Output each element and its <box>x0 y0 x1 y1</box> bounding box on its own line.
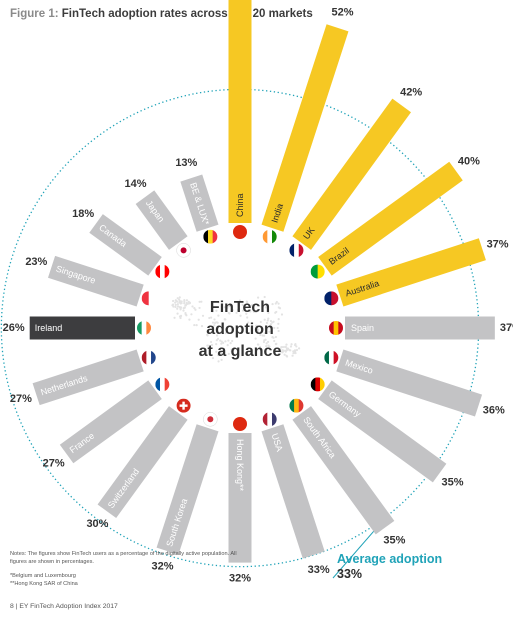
flag-icon-netherlands <box>141 350 156 365</box>
flag-icon-south-korea <box>203 412 218 427</box>
flag-icon-china <box>233 225 247 239</box>
bar-spain <box>345 316 495 340</box>
bar-south-korea <box>156 424 219 555</box>
bar-australia <box>336 238 486 307</box>
bar-ireland <box>29 316 135 340</box>
footnote-belgium: *Belgium and Luxembourg <box>10 573 76 579</box>
bar-netherlands <box>32 349 144 406</box>
flag-icon-south-africa <box>289 398 304 413</box>
value-label-spain: 37% <box>500 322 513 334</box>
value-label-switzerland: 30% <box>86 518 108 530</box>
figure-label: Figure 1: <box>10 8 59 20</box>
average-adoption-label: Average adoption <box>337 552 443 566</box>
bar-japan <box>135 190 188 250</box>
bar-brazil <box>318 161 463 276</box>
bar-india <box>261 24 349 232</box>
flag-icon-uk <box>289 243 304 258</box>
value-label-brazil: 40% <box>458 156 480 168</box>
flag-icon-hong-kong <box>233 417 247 431</box>
bar-mexico <box>336 349 483 417</box>
flag-icon-singapore <box>141 291 156 306</box>
bar-switzerland <box>97 406 188 519</box>
category-label-hong-kong: Hong Kong** <box>235 439 245 492</box>
flag-icon-australia <box>324 291 339 306</box>
center-title: FinTech adoption at a glance <box>199 299 282 360</box>
value-label-mexico: 36% <box>483 404 505 416</box>
value-label-france: 27% <box>43 457 65 469</box>
average-adoption-value: 33% <box>337 567 363 581</box>
value-label-be-lux: 13% <box>175 157 197 169</box>
value-label-japan: 14% <box>125 178 147 190</box>
value-label-hong-kong: 32% <box>229 573 251 585</box>
page-footer: 8 | EY FinTech Adoption Index 2017 <box>10 603 118 610</box>
bar-germany <box>318 380 447 483</box>
flag-icon-spain <box>329 321 343 335</box>
bar-usa <box>261 424 325 559</box>
bar-uk <box>292 98 412 250</box>
bar-china <box>228 0 252 223</box>
center-line-1: FinTech <box>210 299 270 316</box>
value-label-germany: 35% <box>442 476 464 488</box>
world-map-background <box>171 295 301 363</box>
bar-be-lux <box>180 174 219 232</box>
footnote-hong-kong: **Hong Kong SAR of China <box>10 581 78 587</box>
bar-hong-kong <box>228 433 252 563</box>
bar-south-africa <box>292 406 395 535</box>
value-label-ireland: 26% <box>3 322 25 334</box>
category-label-spain: Spain <box>351 323 374 333</box>
flag-icon-brazil <box>310 264 325 279</box>
flag-icon-be-lux <box>203 229 218 244</box>
flag-icon-mexico <box>324 350 339 365</box>
flag-icon-canada <box>155 264 170 279</box>
category-label-ireland: Ireland <box>35 323 63 333</box>
value-label-south-korea: 32% <box>152 560 174 572</box>
flag-icon-germany <box>310 377 325 392</box>
value-label-uk: 42% <box>400 86 422 98</box>
bar-singapore <box>47 255 144 307</box>
value-label-usa: 33% <box>308 564 330 576</box>
value-label-india: 52% <box>331 7 353 19</box>
flag-icon-france <box>155 377 170 392</box>
flag-icon-ireland <box>137 321 151 335</box>
flag-icon-japan <box>176 243 191 258</box>
flag-icon-usa <box>262 412 277 427</box>
value-label-netherlands: 27% <box>10 393 32 405</box>
bar-canada <box>89 214 162 276</box>
flag-icon-india <box>262 229 277 244</box>
value-label-canada: 18% <box>72 208 94 220</box>
notes: Notes: The figures show FinTech users as… <box>10 551 237 565</box>
value-label-singapore: 23% <box>25 256 47 268</box>
bar-france <box>59 380 162 464</box>
value-label-south-africa: 35% <box>383 535 405 547</box>
flag-icon-switzerland <box>176 398 191 413</box>
center-line-2: adoption <box>206 321 274 338</box>
category-label-china: China <box>235 193 245 217</box>
value-label-australia: 37% <box>487 238 509 250</box>
center-line-3: at a glance <box>199 343 282 360</box>
